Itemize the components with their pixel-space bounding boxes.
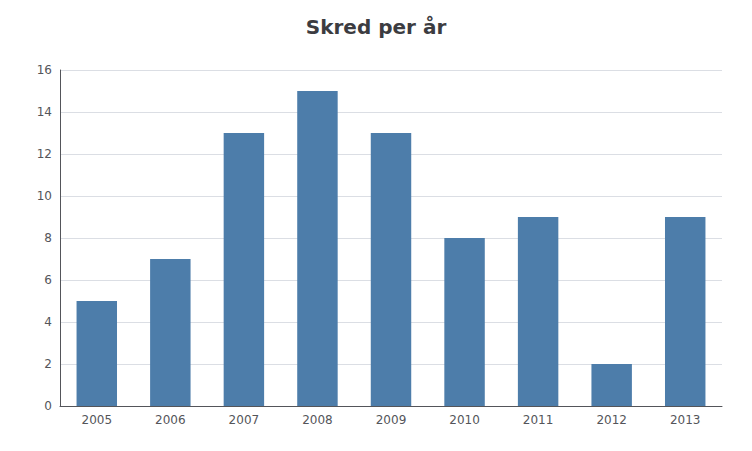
svg-text:4: 4 <box>44 315 52 329</box>
svg-text:6: 6 <box>44 273 52 287</box>
svg-text:8: 8 <box>44 231 52 245</box>
svg-text:2012: 2012 <box>596 413 627 427</box>
svg-text:2010: 2010 <box>449 413 480 427</box>
svg-text:16: 16 <box>37 63 52 77</box>
svg-text:2005: 2005 <box>82 413 113 427</box>
svg-text:2: 2 <box>44 357 52 371</box>
svg-text:2009: 2009 <box>376 413 407 427</box>
svg-text:2011: 2011 <box>523 413 554 427</box>
svg-text:0: 0 <box>44 399 52 413</box>
svg-text:2006: 2006 <box>155 413 186 427</box>
svg-text:2013: 2013 <box>670 413 701 427</box>
svg-text:12: 12 <box>37 147 52 161</box>
svg-text:14: 14 <box>37 105 52 119</box>
svg-text:2007: 2007 <box>229 413 260 427</box>
svg-text:Skred per år: Skred per år <box>306 15 447 39</box>
svg-text:2008: 2008 <box>302 413 333 427</box>
svg-text:10: 10 <box>37 189 52 203</box>
